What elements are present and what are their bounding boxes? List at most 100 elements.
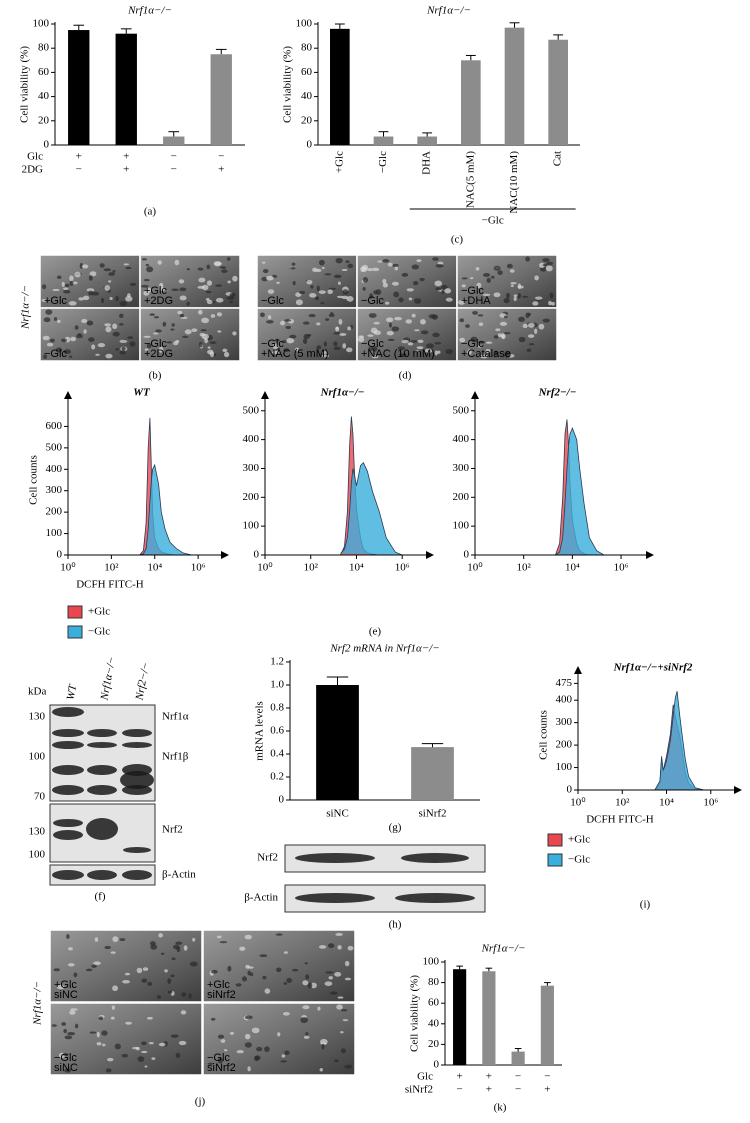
cell [162,321,167,327]
cell [198,309,203,315]
cell [528,343,535,346]
cell [62,1053,69,1056]
x-tick-label: 10⁰ [570,797,586,809]
x-tick-label: DHA [421,151,433,175]
cell [325,318,330,321]
y-tick-label: 40 [301,90,313,102]
cell [74,271,81,278]
cell [91,291,100,296]
cell [362,286,366,291]
cell [209,351,215,358]
cell [513,296,517,302]
row-value: − [544,1071,550,1083]
cell [546,261,554,266]
cell [223,1049,228,1052]
cell [229,292,236,298]
cell [179,287,187,292]
cell [414,298,422,304]
cell [401,339,409,344]
bar [411,747,454,800]
cell [43,354,48,359]
cell [385,317,394,323]
y-axis-label: Cell viability (%) [409,975,421,1052]
cell [55,347,63,353]
marker-label: 100 [29,751,46,763]
cell [324,981,333,986]
x-tick-label: siNrf2 [418,808,446,820]
cell [63,289,71,294]
cell [372,346,378,352]
cell [206,280,213,286]
panel-label: (k) [494,1102,507,1114]
cell [266,320,274,324]
cell [105,353,113,359]
cell [305,1032,309,1036]
cell [367,334,374,337]
cell [391,281,399,286]
marker-label: 70 [34,791,46,803]
cell [200,329,207,332]
cell [302,1005,310,1010]
cell [159,282,164,289]
cell [407,342,414,346]
cell [420,319,426,325]
cell [186,268,190,271]
cell [125,1021,133,1025]
legend-label: +Glc [568,834,590,846]
cell [68,301,77,306]
cell [219,266,227,269]
cell [282,1011,290,1016]
band [122,729,152,737]
image-label: +Glc [144,285,167,297]
cell [500,333,505,339]
cell [373,321,380,325]
cell [254,1055,260,1062]
y-tick-label: 100 [33,18,50,30]
cell [346,296,354,302]
cell [125,266,132,270]
cell [545,265,553,272]
x-tick-label: NAC(10 mM) [508,151,520,214]
cell [522,323,528,329]
cell [333,346,341,351]
cell [143,335,151,338]
cell [215,297,224,303]
axis-arrow [734,786,742,794]
cell [477,340,486,344]
cell [219,941,228,944]
x-tick-label: 10⁴ [659,797,674,809]
image-label: −Glc [207,1052,230,1064]
cell [308,314,316,318]
cell [98,1016,104,1021]
axis-arrow [646,551,654,559]
cell [197,285,205,289]
cell [276,281,280,284]
y-axis-label: Cell viability (%) [282,46,294,123]
cell [171,288,179,291]
image-label: −Glc [54,1052,77,1064]
cell [197,267,204,271]
cell [388,322,392,328]
cell [178,279,185,284]
x-tick-label: 10⁶ [614,562,629,574]
cell [342,343,347,349]
y-tick-label: 300 [556,716,573,728]
cell [226,296,235,300]
cell [342,289,349,295]
image-label: +Glc [44,295,67,307]
cell [146,287,152,293]
cell [394,316,402,321]
cell [382,259,390,263]
cell [372,267,380,272]
cell [214,261,222,266]
cell [167,978,172,984]
cell [105,1068,112,1073]
cell [361,266,368,272]
cell [244,1015,253,1020]
cell [81,318,88,324]
x-tick-label: 10⁶ [395,562,410,574]
y-tick-label: 100 [423,956,440,968]
bar [373,136,394,145]
image-label: −Glc [261,338,284,350]
cell [119,323,124,326]
